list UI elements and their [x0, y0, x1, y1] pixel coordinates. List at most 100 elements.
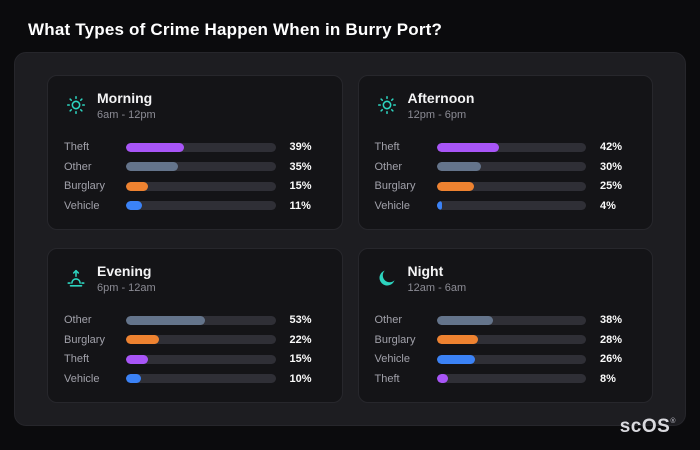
- percentage-label: 15%: [289, 353, 312, 366]
- category-label: Burglary: [374, 180, 416, 193]
- category-label: Theft: [374, 372, 400, 385]
- card-title: Evening: [97, 263, 152, 279]
- category-label: Theft: [374, 141, 400, 154]
- card-title: Morning: [97, 90, 153, 106]
- bar-fill: [436, 142, 500, 152]
- bar-fill: [436, 181, 474, 191]
- moon-icon: [375, 266, 399, 290]
- bar-row: Theft 15%: [64, 353, 326, 365]
- card-header: Night 12am - 6am: [375, 263, 637, 294]
- percentage-label: 22%: [289, 333, 312, 346]
- bar-track: [436, 181, 586, 191]
- card-night: Night 12am - 6am Other 38% Burglary 28% …: [357, 248, 653, 403]
- card-morning: Morning 6am - 12pm Theft 39% Other 35% B…: [47, 75, 343, 230]
- bar-fill: [126, 162, 179, 172]
- bar-row: Vehicle 11%: [64, 200, 326, 212]
- sun-icon: [64, 93, 88, 117]
- bar-fill: [126, 181, 149, 191]
- sunset-icon: [64, 266, 88, 290]
- bar-row: Other 53%: [64, 314, 326, 326]
- bar-fill: [126, 142, 185, 152]
- percentage-label: 11%: [289, 199, 311, 212]
- bar-row: Burglary 22%: [64, 334, 326, 346]
- bar-fill: [436, 354, 476, 364]
- category-label: Other: [64, 160, 92, 173]
- bar-row: Vehicle 10%: [64, 373, 326, 385]
- percentage-label: 53%: [289, 314, 312, 327]
- bar-fill: [126, 374, 141, 384]
- bar-track: [126, 142, 276, 152]
- category-label: Other: [64, 314, 92, 327]
- bar-row: Burglary 28%: [375, 334, 637, 346]
- card-header: Afternoon 12pm - 6pm: [375, 90, 637, 121]
- bar-row: Burglary 25%: [375, 180, 637, 192]
- percentage-label: 35%: [289, 160, 312, 173]
- percentage-label: 26%: [600, 353, 623, 366]
- bar-track: [436, 354, 586, 364]
- bar-row: Theft 8%: [375, 373, 637, 385]
- bar-row: Other 30%: [375, 161, 637, 173]
- bar-track: [436, 142, 586, 152]
- bar-fill: [436, 201, 443, 211]
- dashboard-panel: Morning 6am - 12pm Theft 39% Other 35% B…: [14, 52, 686, 426]
- brand-logo: scOS®: [620, 416, 676, 438]
- percentage-label: 42%: [600, 141, 623, 154]
- category-label: Other: [374, 160, 403, 173]
- percentage-label: 8%: [600, 372, 616, 385]
- bar-track: [126, 201, 276, 211]
- percentage-label: 4%: [600, 199, 616, 212]
- bar-row: Other 35%: [64, 161, 326, 173]
- bar-track: [126, 181, 276, 191]
- page-title: What Types of Crime Happen When in Burry…: [28, 20, 443, 39]
- card-time-range: 12pm - 6pm: [407, 108, 467, 121]
- bar-track: [126, 354, 276, 364]
- bar-track: [436, 162, 586, 172]
- percentage-label: 38%: [600, 314, 623, 327]
- category-label: Burglary: [64, 180, 105, 193]
- card-time-range: 6pm - 12am: [97, 281, 156, 294]
- bar-rows: Other 38% Burglary 28% Vehicle 26% Theft…: [375, 307, 637, 392]
- bar-row: Theft 42%: [375, 141, 637, 153]
- percentage-label: 30%: [600, 160, 623, 173]
- card-header: Morning 6am - 12pm: [64, 90, 326, 121]
- card-time-range: 6am - 12pm: [97, 108, 156, 121]
- bar-fill: [126, 354, 149, 364]
- category-label: Vehicle: [374, 353, 410, 366]
- bar-row: Vehicle 26%: [375, 353, 637, 365]
- card-afternoon: Afternoon 12pm - 6pm Theft 42% Other 30%…: [357, 75, 653, 230]
- percentage-label: 15%: [289, 180, 312, 193]
- bar-track: [126, 162, 276, 172]
- category-label: Vehicle: [64, 199, 100, 212]
- bar-track: [126, 315, 276, 325]
- category-label: Other: [374, 314, 403, 327]
- bar-track: [436, 335, 586, 345]
- bar-row: Other 38%: [375, 314, 637, 326]
- bar-fill: [436, 374, 449, 384]
- bar-track: [436, 201, 586, 211]
- bar-row: Vehicle 4%: [375, 200, 637, 212]
- sun-icon: [375, 93, 399, 117]
- category-label: Theft: [64, 141, 90, 154]
- bar-fill: [126, 315, 206, 325]
- bar-fill: [436, 162, 482, 172]
- bar-track: [436, 374, 586, 384]
- card-evening: Evening 6pm - 12am Other 53% Burglary 22…: [47, 248, 343, 403]
- percentage-label: 28%: [600, 333, 623, 346]
- percentage-label: 10%: [289, 372, 312, 385]
- card-header: Evening 6pm - 12am: [64, 263, 326, 294]
- category-label: Theft: [64, 353, 90, 366]
- registered-mark: ®: [670, 418, 676, 425]
- category-label: Burglary: [374, 333, 416, 346]
- bar-rows: Theft 39% Other 35% Burglary 15% Vehicle…: [64, 134, 326, 219]
- percentage-label: 39%: [289, 141, 312, 154]
- card-time-range: 12am - 6am: [407, 281, 467, 294]
- card-title: Night: [407, 263, 444, 279]
- category-label: Burglary: [64, 333, 105, 346]
- bar-fill: [436, 335, 479, 345]
- category-label: Vehicle: [374, 199, 410, 212]
- bar-track: [126, 374, 276, 384]
- bar-fill: [126, 335, 159, 345]
- bar-track: [436, 315, 586, 325]
- brand-text: scOS: [619, 416, 671, 437]
- percentage-label: 25%: [600, 180, 623, 193]
